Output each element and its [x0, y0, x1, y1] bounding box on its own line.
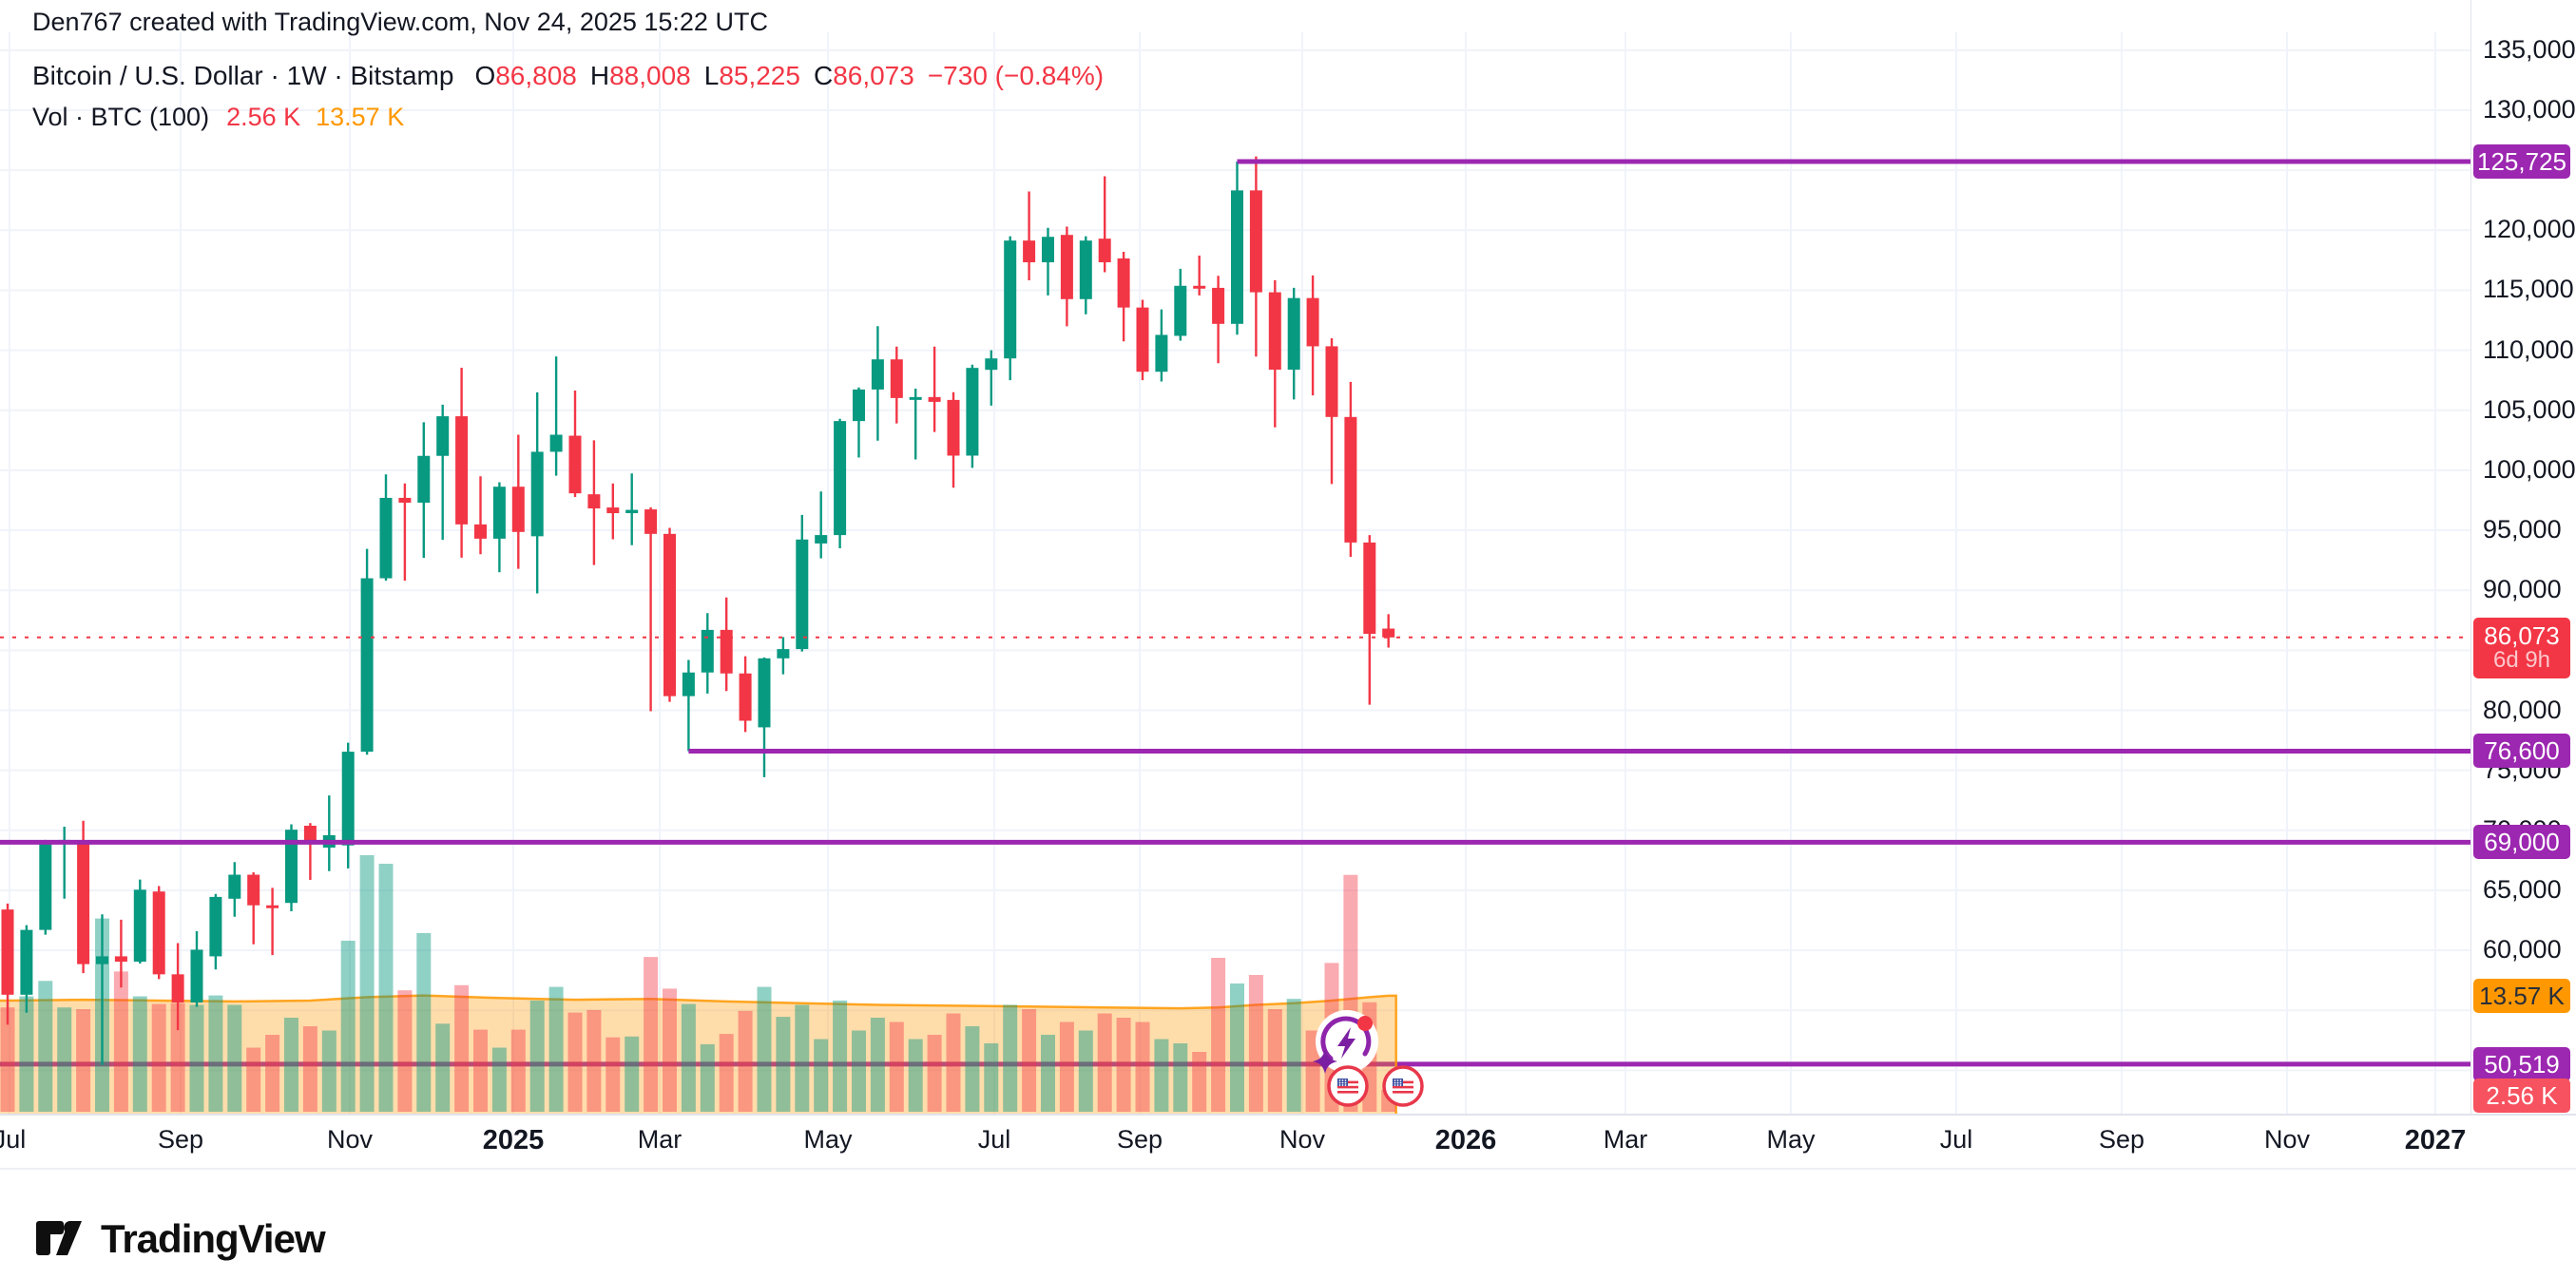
volume-value: 2.56 K [226, 103, 301, 131]
ohlc-key: O [474, 61, 496, 90]
time-tick-label: Nov [1278, 1125, 1325, 1154]
ohlc-key: H [589, 61, 610, 90]
volume-ma-badge: 13.57 K [2473, 978, 2570, 1013]
time-tick-label: Sep [1116, 1125, 1163, 1154]
price-tick-label: 110,000 [2483, 334, 2574, 364]
ohlc-key: C [813, 61, 834, 90]
price-scale[interactable]: 135,000 130,000 120,000 115,000 110,000 105,0… [2471, 0, 2576, 1166]
time-tick-label: May [803, 1125, 853, 1154]
volume-ma-area [0, 994, 1397, 1114]
tradingview-logo-text: TradingView [101, 1216, 326, 1261]
ohlc-value: 86,073 [833, 61, 914, 90]
price-tick-label: 135,000 [2483, 34, 2576, 64]
price-tick-label: 100,000 [2483, 454, 2576, 484]
time-tick-label: Nov [2263, 1125, 2310, 1154]
chart-legend: Bitcoin / U.S. Dollar · 1W · Bitstamp O86… [32, 61, 1111, 132]
symbol-legend-row[interactable]: Bitcoin / U.S. Dollar · 1W · Bitstamp O86… [32, 61, 1111, 91]
price-tick-label: 80,000 [2483, 695, 2562, 724]
volume-legend-row[interactable]: Vol · BTC (100) 2.56 K 13.57 K [32, 103, 1111, 132]
tradingview-logo-mark [33, 1221, 82, 1255]
time-tick-label: 2027 [2404, 1125, 2467, 1155]
price-tick-label: 120,000 [2483, 215, 2576, 244]
price-tick-label: 130,000 [2483, 95, 2576, 124]
us-flag-event-icon[interactable] [1382, 1065, 1424, 1107]
candles-series [1, 156, 1395, 1065]
time-scale[interactable]: Jul Sep Nov 2025 Mar May Jul Sep Nov 2026 Mar May Ju… [0, 1114, 2576, 1170]
ai-spark-icon[interactable] [1309, 1006, 1381, 1079]
tradingview-logo[interactable]: TradingView [32, 1216, 326, 1262]
change-value: −730 (−0.84%) [927, 61, 1105, 90]
price-tick-label: 115,000 [2483, 275, 2574, 304]
time-tick-label: 2026 [1434, 1125, 1497, 1155]
price-badge-level: 125,725 [2473, 143, 2570, 179]
candlestick-chart[interactable] [0, 0, 2576, 1166]
volume-indicator-title: Vol · BTC (100) [32, 103, 210, 131]
countdown-label: 6d 9h [2492, 646, 2551, 673]
time-tick-label: May [1766, 1125, 1816, 1154]
ohlc-key: L [703, 61, 720, 90]
time-tick-label: 2025 [482, 1125, 545, 1155]
time-tick-label: Jul [1939, 1125, 1973, 1154]
price-tick-label: 65,000 [2483, 874, 2562, 904]
price-badge-level: 69,000 [2473, 825, 2570, 860]
time-tick-label: Jul [977, 1125, 1011, 1154]
volume-bars [0, 855, 1396, 1112]
time-tick-label: Sep [157, 1125, 204, 1154]
attribution-text: Den767 created with TradingView.com, Nov… [32, 8, 768, 36]
ohlc-value: 85,225 [719, 61, 800, 90]
ohlc-value: 86,808 [495, 61, 577, 90]
current-price-badge: 86,073 6d 9h [2473, 617, 2570, 678]
price-tick-label: 105,000 [2483, 394, 2576, 424]
time-tick-label: Jul [0, 1125, 27, 1154]
price-tick-label: 95,000 [2483, 515, 2562, 544]
time-tick-label: Mar [1603, 1125, 1648, 1154]
price-tick-label: 90,000 [2483, 575, 2562, 604]
time-tick-label: Sep [2098, 1125, 2145, 1154]
volume-last-badge: 2.56 K [2473, 1078, 2570, 1113]
price-badge-level: 50,519 [2473, 1046, 2570, 1081]
time-tick-label: Nov [326, 1125, 373, 1154]
price-tick-label: 60,000 [2483, 935, 2562, 964]
time-tick-label: Mar [637, 1125, 682, 1154]
symbol-title: Bitcoin / U.S. Dollar · 1W · Bitstamp [32, 61, 454, 90]
us-flag-event-icon[interactable] [1327, 1065, 1369, 1107]
price-badge-level: 76,600 [2473, 734, 2570, 769]
grid-lines [0, 32, 2471, 1114]
volume-ma-value: 13.57 K [316, 103, 405, 131]
ohlc-value: 88,008 [609, 61, 691, 90]
